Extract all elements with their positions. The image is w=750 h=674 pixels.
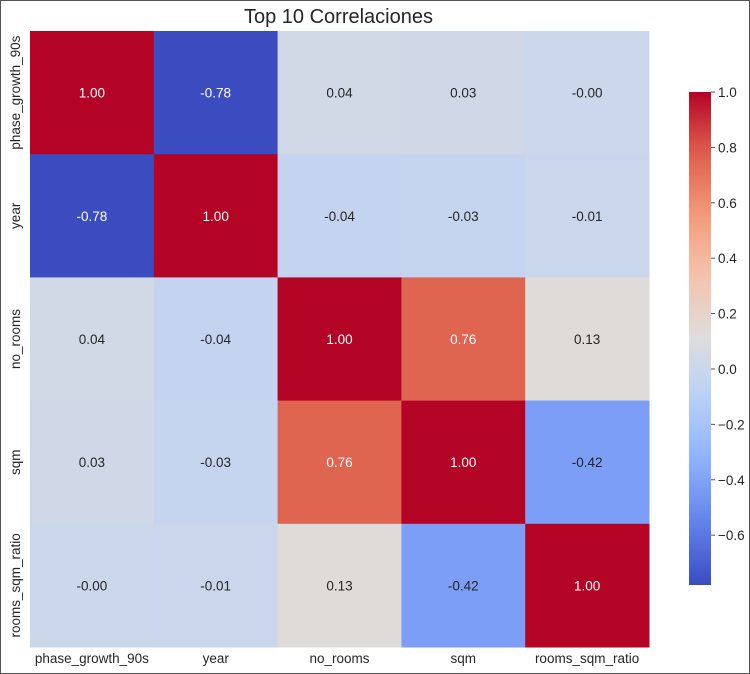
heatmap-cell <box>153 277 279 402</box>
cell-value-label: -0.00 <box>572 86 603 101</box>
heatmap-cell <box>277 523 402 648</box>
chart-title: Top 10 Correlaciones <box>244 6 433 28</box>
cell-value-label: -0.03 <box>200 455 231 470</box>
cell-value-label: -0.04 <box>324 209 355 224</box>
cell-value-label: 0.03 <box>79 455 105 470</box>
heatmap-cell <box>525 154 650 278</box>
cell-value-label: 0.76 <box>326 455 352 470</box>
colorbar-tick-label: −0.2 <box>718 417 745 432</box>
colorbar-tick-label: 0.6 <box>718 196 737 211</box>
cell-value-label: -0.01 <box>200 578 231 593</box>
heatmap-cell <box>153 400 279 525</box>
x-tick-label: year <box>203 651 230 666</box>
colorbar-tick-label: 0.4 <box>718 251 737 266</box>
x-tick-label: phase_growth_90s <box>35 651 149 666</box>
cell-value-label: -0.01 <box>572 209 603 224</box>
x-tick-label: no_rooms <box>309 651 369 666</box>
heatmap-cell <box>277 31 402 155</box>
cell-value-label: 0.76 <box>450 332 476 347</box>
y-tick-label: no_rooms <box>8 309 23 369</box>
heatmap-cell <box>153 154 279 278</box>
heatmap-cell <box>277 277 402 402</box>
heatmap-cell <box>30 277 155 402</box>
cell-value-label: -0.42 <box>448 578 479 593</box>
cell-value-label: 1.00 <box>450 455 476 470</box>
cell-value-label: 0.04 <box>79 332 106 347</box>
heatmap-cell <box>525 400 650 525</box>
cell-value-label: -0.78 <box>77 209 108 224</box>
x-tick-label: sqm <box>451 651 477 666</box>
cell-value-label: 0.13 <box>326 578 352 593</box>
cell-value-label: 0.13 <box>574 332 600 347</box>
heatmap-cell <box>30 523 155 648</box>
heatmap-cell <box>153 31 279 155</box>
heatmap-cells: 1.00 -0.78 0.04 0.03 -0.00 -0.78 1.00 -0.04 -0.0… <box>30 31 650 648</box>
cell-value-label: 0.03 <box>450 86 476 101</box>
heatmap-cell <box>277 400 402 525</box>
colorbar-tick-label: 0.0 <box>718 362 737 377</box>
colorbar-tick-label: 0.8 <box>718 140 737 155</box>
colorbar-tick-label: 0.2 <box>718 307 737 322</box>
heatmap-cell <box>401 154 526 278</box>
colorbar-tick-label: −0.4 <box>718 473 745 488</box>
heatmap-cell <box>525 523 650 648</box>
heatmap-cell <box>401 400 526 525</box>
heatmap-cell <box>401 277 526 402</box>
heatmap-cell <box>30 31 155 155</box>
y-tick-label: year <box>8 202 23 229</box>
cell-value-label: 1.00 <box>203 209 229 224</box>
heatmap-cell <box>277 154 402 278</box>
cell-value-label: 1.00 <box>326 332 352 347</box>
y-tick-label: rooms_sqm_ratio <box>8 533 23 637</box>
y-tick-label: phase_growth_90s <box>8 35 23 149</box>
heatmap-cell <box>30 400 155 525</box>
x-tick-label: rooms_sqm_ratio <box>535 651 639 666</box>
colorbar: 1.0 0.8 0.6 0.4 0.2 0.0 −0.2 −0.4 −0.6 <box>689 85 745 585</box>
heatmap-cell <box>401 31 526 155</box>
cell-value-label: -0.00 <box>77 578 108 593</box>
cell-value-label: -0.04 <box>200 332 231 347</box>
colorbar-bar <box>689 92 711 585</box>
cell-value-label: -0.42 <box>572 455 603 470</box>
heatmap-cell <box>401 523 526 648</box>
cell-value-label: -0.03 <box>448 209 479 224</box>
cell-value-label: -0.78 <box>200 86 231 101</box>
heatmap-cell <box>525 277 650 402</box>
cell-value-label: 1.00 <box>574 578 600 593</box>
cell-value-label: 1.00 <box>79 86 105 101</box>
heatmap-cell <box>153 523 279 648</box>
x-tick-labels: phase_growth_90s year no_rooms sqm rooms_sqm… <box>35 651 639 666</box>
colorbar-ticks: 1.0 0.8 0.6 0.4 0.2 0.0 −0.2 −0.4 −0.6 <box>711 85 745 543</box>
colorbar-tick-label: −0.6 <box>718 528 745 543</box>
colorbar-tick-label: 1.0 <box>718 85 737 100</box>
cell-value-label: 0.04 <box>326 86 353 101</box>
y-tick-label: sqm <box>8 449 23 475</box>
heatmap-cell <box>525 31 650 155</box>
heatmap-cell <box>30 154 155 278</box>
